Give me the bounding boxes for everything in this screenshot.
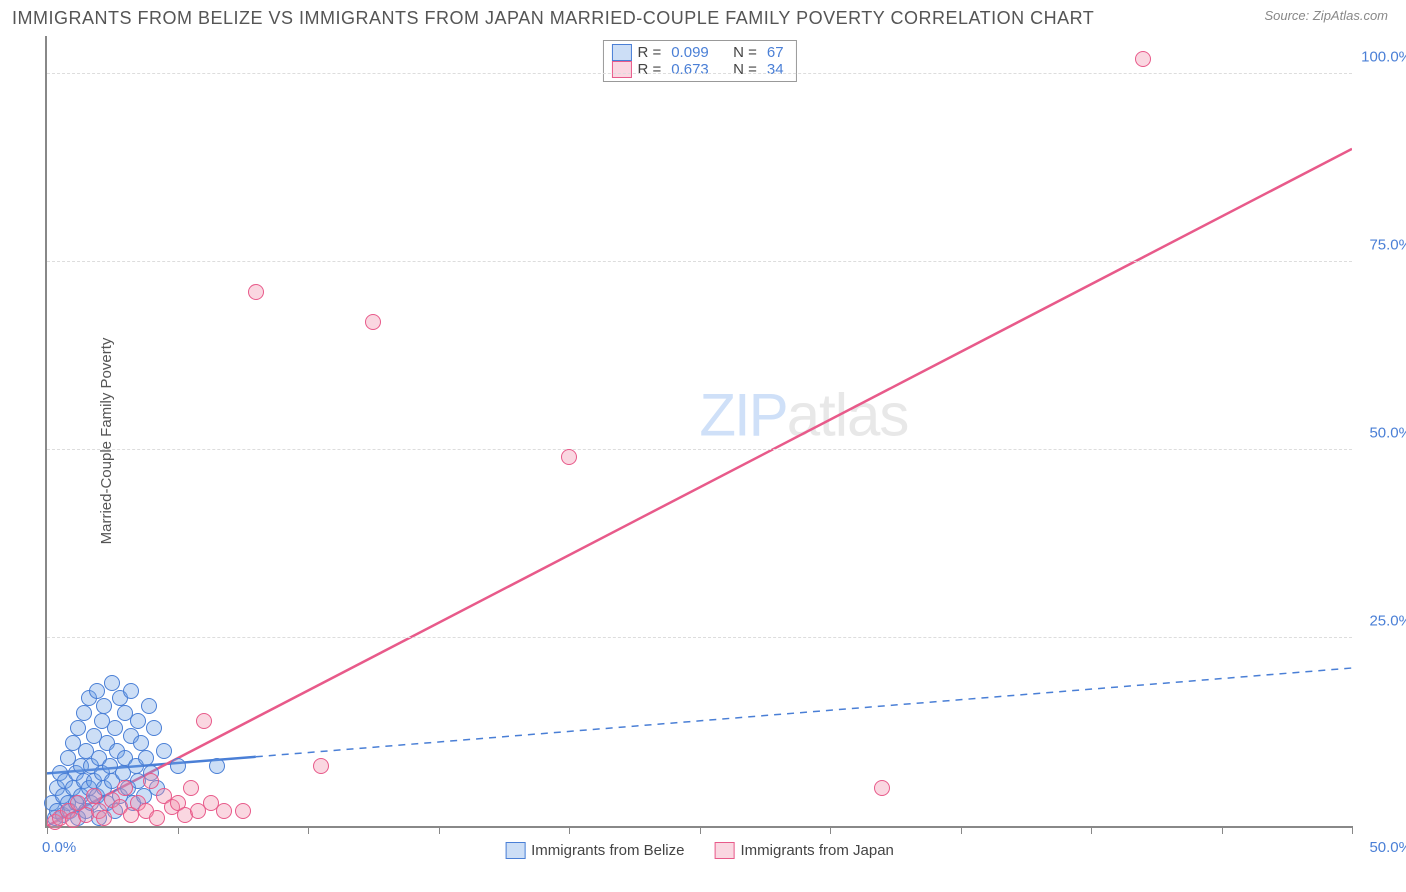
y-tick-label: 50.0% — [1357, 424, 1406, 441]
x-tick — [700, 826, 701, 834]
chart-source: Source: ZipAtlas.com — [1264, 8, 1388, 23]
legend-series-name: Immigrants from Belize — [531, 842, 684, 859]
legend-swatch — [611, 44, 631, 61]
scatter-point — [235, 803, 251, 819]
gridline-h — [47, 637, 1352, 638]
scatter-point — [874, 780, 890, 796]
x-tick — [830, 826, 831, 834]
scatter-point — [170, 758, 186, 774]
legend-stat-row: R = 0.099 N = 67 — [611, 44, 787, 61]
plot-container: Married-Couple Family Poverty ZIPatlas R… — [45, 36, 1390, 846]
legend-series-name: Immigrants from Japan — [740, 842, 893, 859]
scatter-point — [196, 713, 212, 729]
scatter-point — [96, 810, 112, 826]
legend-series: Immigrants from Belize Immigrants from Ja… — [505, 842, 894, 859]
legend-stat-row: R = 0.673 N = 34 — [611, 61, 787, 78]
r-label: R = — [637, 61, 661, 78]
legend-swatch — [714, 842, 734, 859]
r-label: R = — [637, 44, 661, 61]
scatter-point — [216, 803, 232, 819]
scatter-point — [149, 810, 165, 826]
scatter-point — [123, 683, 139, 699]
scatter-point — [313, 758, 329, 774]
scatter-point — [138, 750, 154, 766]
scatter-point — [117, 780, 133, 796]
x-tick-max: 50.0% — [1369, 839, 1406, 856]
gridline-h — [47, 73, 1352, 74]
watermark-zip: ZIP — [699, 382, 786, 449]
y-tick-label: 100.0% — [1357, 48, 1406, 65]
r-value: 0.673 — [671, 61, 709, 78]
x-tick — [1222, 826, 1223, 834]
scatter-point — [183, 780, 199, 796]
scatter-point — [104, 675, 120, 691]
scatter-point — [146, 720, 162, 736]
scatter-point — [86, 788, 102, 804]
scatter-point — [143, 773, 159, 789]
x-tick — [1091, 826, 1092, 834]
chart-header: IMMIGRANTS FROM BELIZE VS IMMIGRANTS FRO… — [0, 0, 1406, 29]
gridline-h — [47, 261, 1352, 262]
chart-title: IMMIGRANTS FROM BELIZE VS IMMIGRANTS FRO… — [12, 8, 1094, 29]
x-tick — [961, 826, 962, 834]
x-tick — [1352, 826, 1353, 834]
y-tick-label: 25.0% — [1357, 612, 1406, 629]
scatter-point — [96, 698, 112, 714]
scatter-point — [130, 713, 146, 729]
x-tick — [569, 826, 570, 834]
x-tick — [308, 826, 309, 834]
r-value: 0.099 — [671, 44, 709, 61]
scatter-point — [209, 758, 225, 774]
scatter-point — [156, 743, 172, 759]
x-tick — [439, 826, 440, 834]
y-tick-label: 75.0% — [1357, 236, 1406, 253]
n-label: N = — [733, 61, 757, 78]
legend-series-item: Immigrants from Japan — [714, 842, 893, 859]
legend-swatch — [505, 842, 525, 859]
n-label: N = — [733, 44, 757, 61]
n-value: 34 — [767, 61, 784, 78]
x-tick — [178, 826, 179, 834]
scatter-point — [70, 720, 86, 736]
legend-series-item: Immigrants from Belize — [505, 842, 684, 859]
scatter-point — [141, 698, 157, 714]
gridline-h — [47, 449, 1352, 450]
watermark-atlas: atlas — [787, 382, 909, 449]
scatter-point — [107, 720, 123, 736]
x-tick-min: 0.0% — [42, 839, 76, 856]
scatter-point — [365, 314, 381, 330]
plot-area: ZIPatlas R = 0.099 N = 67R = 0.673 N = 34 0.… — [45, 36, 1352, 828]
legend-swatch — [611, 61, 631, 78]
scatter-point — [248, 284, 264, 300]
scatter-point — [1135, 51, 1151, 67]
scatter-point — [76, 705, 92, 721]
n-value: 67 — [767, 44, 784, 61]
trend-lines-svg — [47, 36, 1352, 826]
legend-stats: R = 0.099 N = 67 R = 0.673 N = 34 — [602, 40, 796, 82]
scatter-point — [133, 735, 149, 751]
scatter-point — [89, 683, 105, 699]
watermark: ZIPatlas — [699, 381, 908, 450]
scatter-point — [561, 449, 577, 465]
